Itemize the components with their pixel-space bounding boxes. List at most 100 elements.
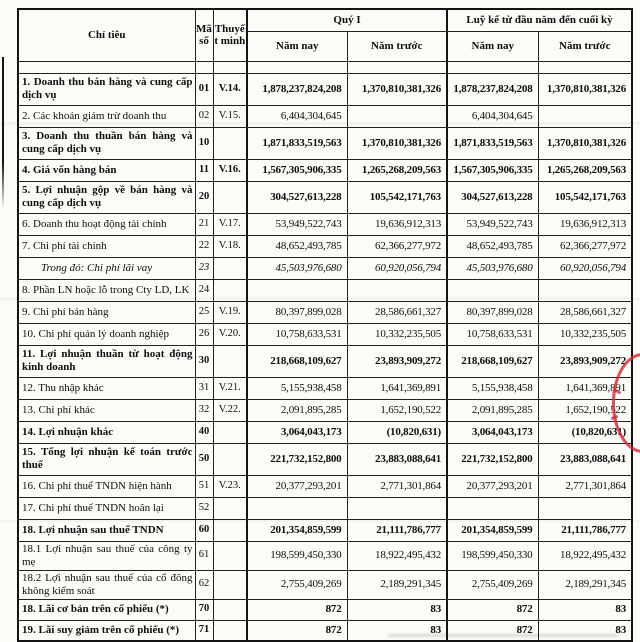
ytd-prior-year-cell: 2,189,291,345	[537, 569, 633, 600]
scan-line-artifact	[2, 57, 4, 209]
ytd-current-year-cell: 221,732,152,800	[446, 442, 539, 476]
ytd-current-year-cell: 1,567,305,906,335	[446, 158, 539, 182]
criteria-cell: 5. Lợi nhuận gộp về bán hàng và cung cấp…	[17, 180, 196, 214]
q1-prior-year-cell: 105,542,171,763	[346, 180, 448, 214]
criteria-cell: 2. Các khoản giảm trừ doanh thu	[17, 104, 196, 128]
note-cell	[212, 442, 248, 476]
ytd-prior-year-cell: 1,265,268,209,563	[537, 158, 633, 182]
table-row: 11. Lợi nhuận thuần từ hoạt động kinh do…	[17, 344, 633, 378]
criteria-cell: 18.1 Lợi nhuận sau thuế của công ty mẹ	[17, 540, 196, 571]
code-cell: 21	[194, 212, 214, 236]
note-cell	[212, 598, 248, 621]
q1-prior-year-cell: 28,586,661,327	[346, 300, 448, 324]
criteria-cell: 7. Chi phí tài chính	[17, 234, 196, 258]
table-row: 13. Chi phí khác 32 V.22. 2,091,895,285 …	[17, 398, 633, 422]
note-cell: V.14.	[212, 72, 248, 106]
table-row: 15. Tổng lợi nhuận kế toán trước thuế 50…	[17, 442, 633, 476]
criteria-cell: 19. Lãi suy giảm trên cổ phiếu (*)	[17, 619, 196, 642]
ytd-prior-year-cell: 1,370,810,381,326	[537, 72, 633, 106]
q1-current-year-cell: 2,755,409,269	[246, 569, 348, 600]
ytd-current-year-cell: 3,064,043,173	[446, 420, 539, 444]
criteria-cell: 18. Lợi nhuận sau thuế TNDN	[17, 518, 196, 542]
q1-prior-year-cell: 83	[346, 598, 448, 621]
q1-current-year-cell: 20,377,293,201	[246, 474, 348, 498]
ytd-current-year-cell: 2,091,895,285	[446, 398, 539, 422]
criteria-cell: 13. Chi phí khác	[17, 398, 196, 422]
note-cell: V.18.	[212, 234, 248, 258]
q1-current-year-cell: 221,732,152,800	[246, 442, 348, 476]
ytd-prior-year-cell: 21,111,786,777	[537, 518, 633, 542]
code-cell: 25	[194, 300, 214, 324]
q1-prior-year-cell: 60,920,056,794	[346, 256, 448, 280]
criteria-cell: 8. Phần LN hoặc lỗ trong Cty LD, LK	[17, 278, 196, 302]
q1-prior-year-cell	[346, 496, 448, 520]
q1-prior-year-cell: 19,636,912,313	[346, 212, 448, 236]
note-cell	[212, 518, 248, 542]
ytd-prior-year-cell: 23,893,909,272	[537, 344, 633, 378]
ytd-current-year-cell: 872	[446, 619, 539, 642]
code-cell: 71	[194, 619, 214, 642]
code-cell: 30	[194, 344, 214, 378]
ytd-current-year-cell: 1,878,237,824,208	[446, 72, 539, 106]
table-row: 3. Doanh thu thuần bán hàng và cung cấp …	[17, 126, 633, 160]
ytd-current-year-cell: 80,397,899,028	[446, 300, 539, 324]
ytd-current-year-cell: 201,354,859,599	[446, 518, 539, 542]
table-row: 16. Chi phí thuế TNDN hiện hành 51 V.23.…	[17, 474, 633, 498]
criteria-cell: 16. Chi phí thuế TNDN hiện hành	[17, 474, 196, 498]
q1-prior-year-cell: 23,883,088,641	[346, 442, 448, 476]
ytd-current-year-cell	[446, 278, 539, 302]
table-row: Trong đó: Chi phí lãi vay 23 45,503,976,…	[17, 256, 633, 280]
ytd-prior-year-cell: 60,920,056,794	[537, 256, 633, 280]
table-header: Chỉ tiêu Mã số Thuyết minh Quý I Luỹ kế …	[17, 8, 633, 62]
code-cell: 22	[194, 234, 214, 258]
criteria-cell: Trong đó: Chi phí lãi vay	[17, 256, 196, 280]
table-row: 7. Chi phí tài chính 22 V.18. 48,652,493…	[17, 234, 633, 258]
column-header-ytd-prior-year: Năm trước	[537, 30, 633, 62]
q1-current-year-cell: 201,354,859,599	[246, 518, 348, 542]
q1-current-year-cell: 6,404,304,645	[246, 104, 348, 128]
ytd-current-year-cell	[446, 496, 539, 520]
q1-prior-year-cell: 2,189,291,345	[346, 569, 448, 600]
ytd-prior-year-cell: 18,922,495,432	[537, 540, 633, 571]
ytd-prior-year-cell: (10,820,631)	[537, 420, 633, 444]
note-cell: V.20.	[212, 322, 248, 346]
q1-current-year-cell	[246, 496, 348, 520]
code-cell: 32	[194, 398, 214, 422]
q1-current-year-cell: 10,758,633,531	[246, 322, 348, 346]
q1-prior-year-cell: 83	[346, 619, 448, 642]
ytd-prior-year-cell	[537, 278, 633, 302]
q1-current-year-cell: 1,878,237,824,208	[246, 72, 348, 106]
ytd-prior-year-cell: 83	[537, 598, 633, 621]
table-row: 10. Chi phí quản lý doanh nghiệp 26 V.20…	[17, 322, 633, 346]
q1-prior-year-cell: 1,370,810,381,326	[346, 72, 448, 106]
q1-current-year-cell: 1,871,833,519,563	[246, 126, 348, 160]
table-row: 14. Lợi nhuận khác 40 3,064,043,173 (10,…	[17, 420, 633, 444]
criteria-cell: 9. Chi phí bán hàng	[17, 300, 196, 324]
table-row: 5. Lợi nhuận gộp về bán hàng và cung cấp…	[17, 180, 633, 214]
column-header-q1-prior-year: Năm trước	[346, 30, 448, 62]
note-cell	[212, 256, 248, 280]
ytd-prior-year-cell: 10,332,235,505	[537, 322, 633, 346]
note-cell: V.23.	[212, 474, 248, 498]
q1-prior-year-cell: 1,641,369,891	[346, 376, 448, 400]
q1-prior-year-cell: 21,111,786,777	[346, 518, 448, 542]
criteria-cell: 4. Giá vốn hàng bán	[17, 158, 196, 182]
table-body: 1. Doanh thu bán hàng và cung cấp dịch v…	[17, 60, 633, 642]
q1-current-year-cell: 872	[246, 619, 348, 642]
ytd-current-year-cell: 304,527,613,228	[446, 180, 539, 214]
q1-prior-year-cell: 2,771,301,864	[346, 474, 448, 498]
criteria-cell: 10. Chi phí quản lý doanh nghiệp	[17, 322, 196, 346]
table-row: 9. Chi phí bán hàng 25 V.19. 80,397,899,…	[17, 300, 633, 324]
q1-current-year-cell: 1,567,305,906,335	[246, 158, 348, 182]
q1-prior-year-cell: 10,332,235,505	[346, 322, 448, 346]
note-cell	[212, 619, 248, 642]
note-cell	[212, 496, 248, 520]
note-cell	[212, 126, 248, 160]
ytd-prior-year-cell: 28,586,661,327	[537, 300, 633, 324]
code-cell: 20	[194, 180, 214, 214]
column-header-ytd-current-year: Năm nay	[446, 30, 539, 62]
ytd-current-year-cell: 198,599,450,330	[446, 540, 539, 571]
code-cell: 24	[194, 278, 214, 302]
code-cell: 61	[194, 540, 214, 571]
